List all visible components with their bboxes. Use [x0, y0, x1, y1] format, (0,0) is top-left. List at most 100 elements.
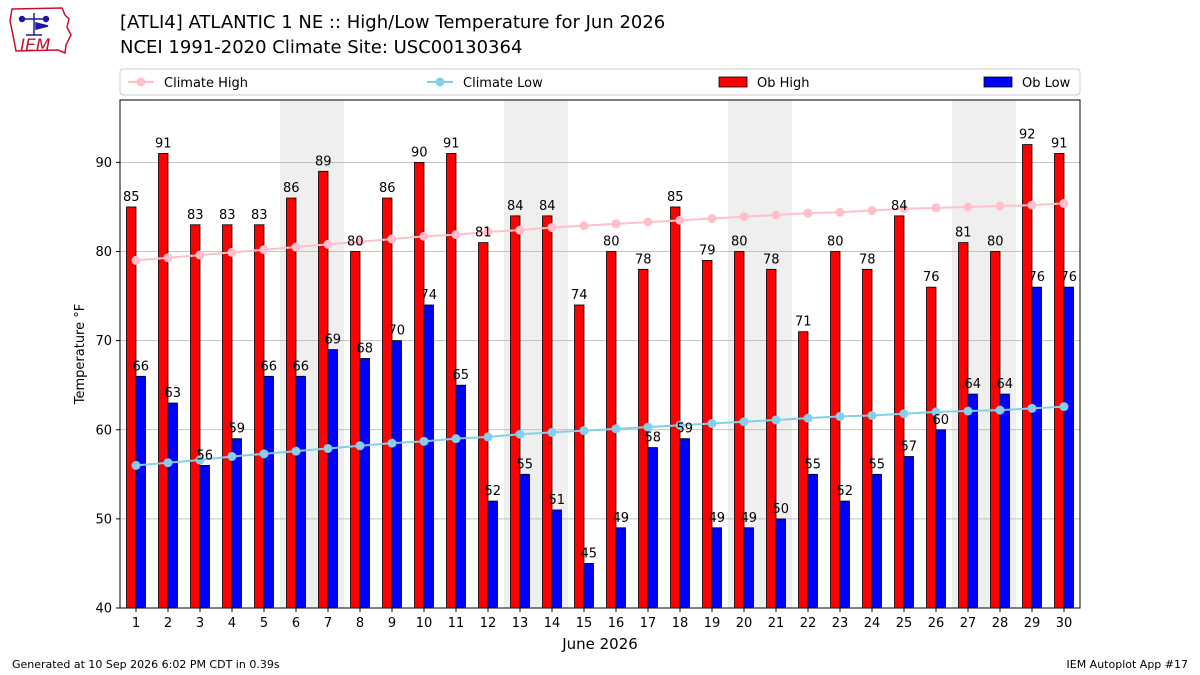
x-tick-label: 2 [164, 616, 172, 631]
bar-ob-low [487, 500, 498, 609]
x-tick-label: 15 [576, 616, 593, 631]
plot-frame [119, 99, 1081, 609]
value-label-ob-low: 65 [452, 368, 469, 383]
x-tick-label: 19 [704, 616, 721, 631]
climate-high-point [739, 212, 749, 222]
value-label-ob-high: 71 [795, 315, 812, 330]
y-tick-label: 40 [95, 602, 112, 617]
legend-label-ob-high: Ob High [757, 76, 810, 91]
climate-high-point [419, 231, 429, 241]
value-label-ob-high: 80 [347, 235, 364, 250]
value-label-ob-low: 57 [900, 439, 917, 454]
climate-low-point [803, 413, 813, 423]
value-label-ob-low: 56 [196, 448, 213, 463]
value-label-ob-high: 89 [315, 154, 332, 169]
climate-high-point [163, 253, 173, 263]
bar-ob-high [350, 251, 361, 609]
y-tick-label: 90 [95, 156, 112, 171]
climate-low-point [995, 405, 1005, 415]
iem-logo: IEM [9, 7, 72, 56]
bars [126, 144, 1074, 609]
climate-high-point [611, 219, 621, 229]
bar-ob-low [903, 456, 914, 609]
bar-ob-low [647, 447, 658, 609]
value-label-ob-low: 52 [836, 484, 853, 499]
bar-ob-low [391, 340, 402, 609]
value-label-ob-high: 86 [283, 181, 300, 196]
value-label-ob-low: 52 [484, 484, 501, 499]
value-label-ob-low: 49 [740, 511, 757, 526]
bar-ob-low [1031, 286, 1042, 609]
value-label-ob-high: 78 [763, 252, 780, 267]
value-label-ob-high: 85 [667, 190, 684, 205]
value-label-ob-low: 64 [996, 377, 1013, 392]
climate-high-point [1027, 200, 1037, 210]
x-tick-label: 26 [928, 616, 945, 631]
value-label-ob-high: 80 [827, 235, 844, 250]
climate-low-point [355, 441, 365, 451]
value-label-ob-high: 83 [219, 208, 236, 223]
climate-high-point [931, 203, 941, 213]
x-tick-label: 25 [896, 616, 913, 631]
y-axis-label: Temperature °F [73, 304, 88, 405]
y-tick-label: 70 [95, 334, 112, 349]
climate-high-point [227, 247, 237, 257]
bar-ob-high [478, 242, 489, 609]
x-tick-label: 18 [672, 616, 689, 631]
value-label-ob-high: 91 [1051, 136, 1068, 151]
bar-ob-low [199, 465, 210, 609]
climate-high-point [643, 217, 653, 227]
bar-ob-low [167, 402, 178, 609]
value-label-ob-low: 60 [932, 413, 949, 428]
legend-swatch-ob-low [983, 76, 1013, 88]
x-tick-label: 20 [736, 616, 753, 631]
climate-low-line [135, 405, 1065, 467]
climate-high-point [1059, 198, 1069, 208]
bar-ob-low [775, 518, 786, 609]
x-tick-label: 9 [388, 616, 396, 631]
value-label-ob-high: 76 [923, 270, 940, 285]
x-tick-label: 14 [544, 616, 561, 631]
value-label-ob-high: 85 [123, 190, 140, 205]
value-label-ob-low: 70 [388, 324, 405, 339]
legend-box [119, 68, 1081, 96]
x-tick-label: 22 [800, 616, 817, 631]
climate-low-point [451, 434, 461, 444]
value-label-ob-low: 66 [132, 359, 149, 374]
generated-timestamp: Generated at 10 Sep 2026 6:02 PM CDT in … [12, 658, 280, 671]
climate-high-point [195, 250, 205, 260]
climate-high-point [323, 239, 333, 249]
x-tick-label: 4 [228, 616, 236, 631]
value-label-ob-high: 90 [411, 145, 428, 160]
climate-low-point [547, 427, 557, 437]
climate-low-point [643, 422, 653, 432]
climate-high-point [867, 206, 877, 216]
climate-high-point [899, 204, 909, 214]
climate-low-point [227, 451, 237, 461]
legend-swatch-ob-high [718, 76, 748, 88]
climate-high-point [963, 202, 973, 212]
climate-low-point [291, 446, 301, 456]
climate-high-point [291, 242, 301, 252]
climate-high-point [483, 227, 493, 237]
y-tick-label: 60 [95, 423, 112, 438]
climate-high-point [579, 221, 589, 231]
climate-high-point [547, 222, 557, 232]
climate-high-point [675, 215, 685, 225]
climate-low-point [195, 455, 205, 465]
bar-ob-low [807, 473, 818, 609]
bar-ob-high [286, 197, 297, 609]
chart-title: [ATLI4] ATLANTIC 1 NE :: High/Low Temper… [120, 12, 666, 33]
logo-text: IEM [20, 36, 51, 56]
climate-low-point [739, 417, 749, 427]
climate-low-point [483, 432, 493, 442]
value-label-ob-high: 78 [635, 252, 652, 267]
bar-ob-high [1054, 153, 1065, 609]
climate-high-point [995, 201, 1005, 211]
value-label-ob-low: 66 [260, 359, 277, 374]
value-label-ob-low: 74 [420, 288, 437, 303]
x-tick-label: 7 [324, 616, 332, 631]
x-tick-label: 13 [512, 616, 529, 631]
legend-marker-climate-low [435, 77, 445, 87]
